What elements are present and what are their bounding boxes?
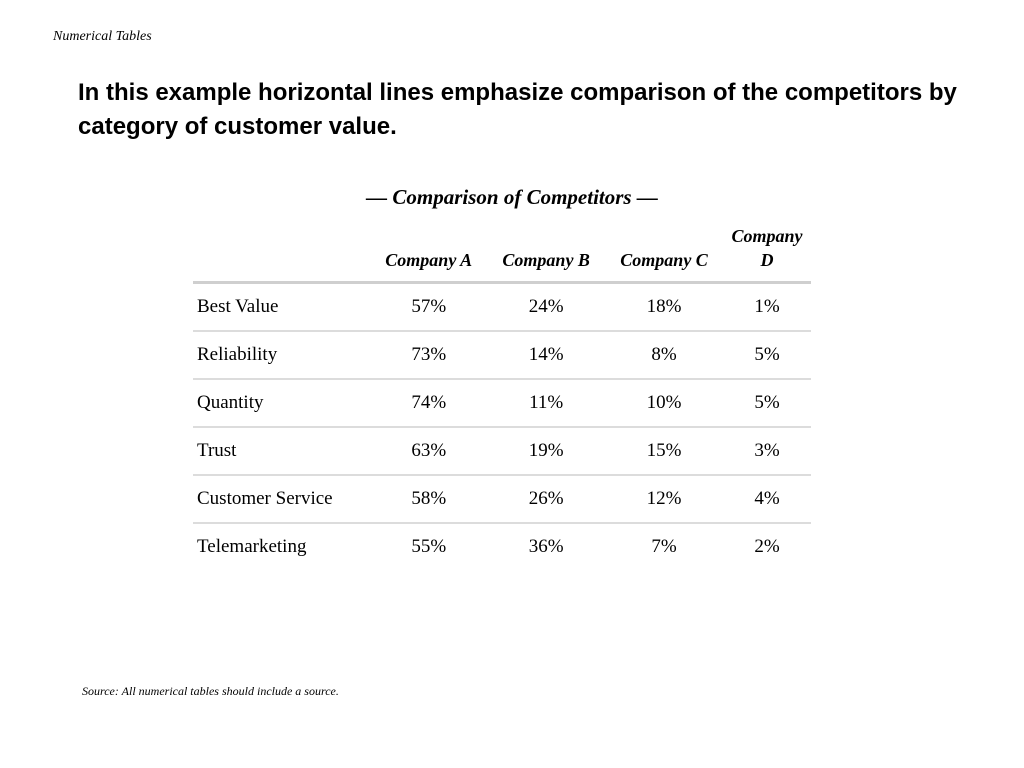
table-row: Best Value 57% 24% 18% 1% bbox=[193, 282, 811, 332]
comparison-table: Company A Company B Company C Company D … bbox=[193, 224, 811, 570]
table-cell: 5% bbox=[723, 379, 811, 428]
table-cell: 74% bbox=[370, 379, 488, 428]
table-title: — Comparison of Competitors — bbox=[366, 185, 658, 209]
table-cell: 7% bbox=[651, 536, 677, 557]
table-cell: 36% bbox=[528, 536, 564, 557]
table-row: Telemarketing 55% 36% 7% 2% bbox=[193, 523, 811, 570]
column-header-corner bbox=[193, 224, 371, 284]
column-header-company-c: Company C bbox=[605, 224, 723, 284]
table-cell: 57% bbox=[370, 282, 488, 332]
column-header-company-d: Company D bbox=[723, 224, 811, 284]
section-label: Numerical Tables bbox=[53, 29, 152, 44]
table-row: Trust 63% 19% 15% 3% bbox=[193, 427, 811, 476]
table-cell: 19% bbox=[487, 427, 606, 476]
row-label: Telemarketing bbox=[197, 536, 307, 557]
column-header-company-a: Company A bbox=[370, 224, 488, 284]
table-cell: 4% bbox=[723, 475, 811, 524]
table-cell: 63% bbox=[370, 427, 488, 476]
table-cell: 3% bbox=[723, 427, 811, 476]
table-cell: 26% bbox=[487, 475, 606, 524]
table-cell: 14% bbox=[487, 331, 606, 380]
row-label: Best Value bbox=[193, 282, 371, 332]
table-cell: 8% bbox=[605, 331, 723, 380]
table-row: Quantity 74% 11% 10% 5% bbox=[193, 379, 811, 428]
table-cell: 24% bbox=[487, 282, 606, 332]
table-row: Reliability 73% 14% 8% 5% bbox=[193, 331, 811, 380]
table-cell: 5% bbox=[723, 331, 811, 380]
source-note: Source: All numerical tables should incl… bbox=[82, 684, 339, 698]
table-cell: 10% bbox=[605, 379, 723, 428]
table-cell: 12% bbox=[605, 475, 723, 524]
table-cell: 1% bbox=[723, 282, 811, 332]
row-label: Customer Service bbox=[193, 475, 371, 524]
table-cell: 11% bbox=[487, 379, 606, 428]
table-cell: 15% bbox=[605, 427, 723, 476]
table-cell: 55% bbox=[411, 536, 447, 557]
table-cell: 2% bbox=[754, 536, 780, 557]
row-label: Trust bbox=[193, 427, 371, 476]
table-header-row: Company A Company B Company C Company D bbox=[193, 224, 811, 284]
row-label: Reliability bbox=[193, 331, 371, 380]
row-label: Quantity bbox=[193, 379, 371, 428]
table-cell: 18% bbox=[605, 282, 723, 332]
column-header-company-b: Company B bbox=[487, 224, 606, 284]
page-headline: In this example horizontal lines emphasi… bbox=[78, 79, 957, 140]
table-cell: 73% bbox=[370, 331, 488, 380]
table-cell: 58% bbox=[370, 475, 488, 524]
table-row: Customer Service 58% 26% 12% 4% bbox=[193, 475, 811, 524]
